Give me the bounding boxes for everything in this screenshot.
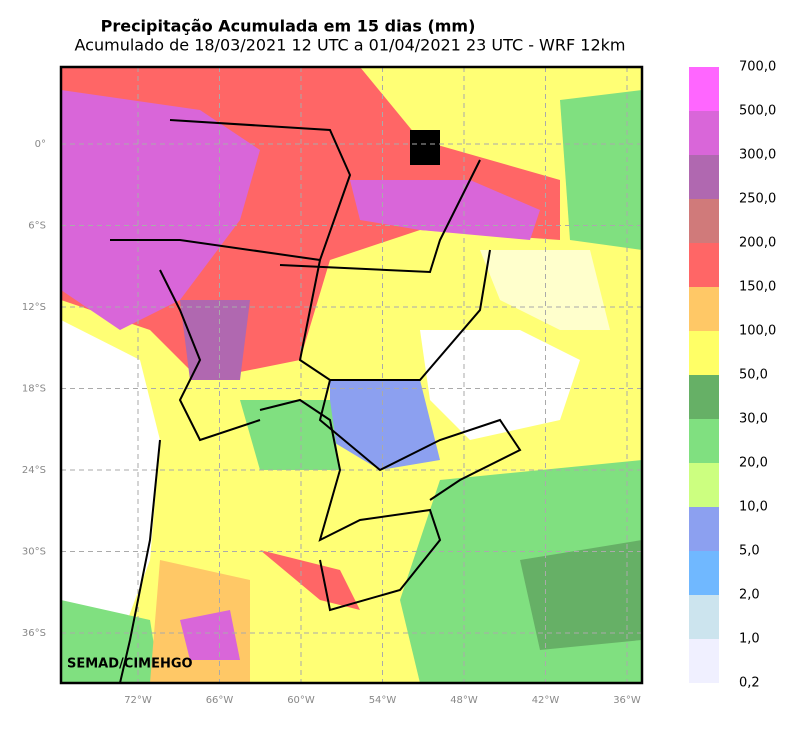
- lon-label: 72°W: [124, 695, 152, 706]
- precip-field: [61, 67, 642, 683]
- credit: SEMAD/CIMEHGO: [67, 657, 193, 672]
- lon-label: 36°W: [613, 695, 641, 706]
- legend-swatch: [689, 243, 719, 287]
- legend-swatch: [689, 507, 719, 551]
- lat-label: 36°S: [22, 628, 46, 639]
- legend-label: 300,0: [739, 148, 776, 163]
- legend-label: 10,0: [739, 500, 768, 515]
- legend-label: 2,0: [739, 588, 760, 603]
- legend-swatch: [689, 639, 719, 683]
- legend-label: 20,0: [739, 456, 768, 471]
- legend-label: 200,0: [739, 236, 776, 251]
- legend-swatch: [689, 155, 719, 199]
- legend-label: 250,0: [739, 192, 776, 207]
- lat-label: 24°S: [22, 465, 46, 476]
- legend-label: 0,2: [739, 676, 760, 691]
- legend-swatch: [689, 331, 719, 375]
- legend-label: 1,0: [739, 632, 760, 647]
- lon-label: 54°W: [369, 695, 397, 706]
- graticule: 0° 6°S 12°S 18°S 24°S 30°S 36°S 72°W 66°W 60°W 54°…: [22, 67, 642, 706]
- lon-label: 42°W: [532, 695, 560, 706]
- legend-swatch: [689, 463, 719, 507]
- map-frame: [59, 65, 644, 685]
- lat-label: 6°S: [28, 221, 46, 232]
- legend-label: 100,0: [739, 324, 776, 339]
- legend-label: 500,0: [739, 104, 776, 119]
- lon-label: 48°W: [450, 695, 478, 706]
- lat-label: 18°S: [22, 384, 46, 395]
- legend-swatch: [689, 67, 719, 111]
- legend-label: 150,0: [739, 280, 776, 295]
- legend-swatch: [689, 111, 719, 155]
- legend: 700,0 500,0 300,0 250,0 200,0 150,0 100,0 50,0 3…: [689, 60, 776, 691]
- legend-label: 700,0: [739, 60, 776, 75]
- lat-label: 0°: [35, 139, 46, 150]
- legend-swatch: [689, 375, 719, 419]
- legend-swatch: [689, 419, 719, 463]
- legend-swatch: [689, 199, 719, 243]
- legend-label: 50,0: [739, 368, 768, 383]
- subtitle: Acumulado de 18/03/2021 12 UTC a 01/04/2…: [75, 36, 626, 55]
- legend-swatch: [689, 551, 719, 595]
- title: Precipitação Acumulada em 15 dias (mm): [101, 17, 476, 36]
- lat-label: 30°S: [22, 547, 46, 558]
- legend-label: 30,0: [739, 412, 768, 427]
- lat-label: 12°S: [22, 302, 46, 313]
- borders: [110, 119, 522, 684]
- legend-label: 5,0: [739, 544, 760, 559]
- lon-label: 66°W: [206, 695, 234, 706]
- lon-label: 60°W: [287, 695, 315, 706]
- legend-swatch: [689, 595, 719, 639]
- legend-swatch: [689, 287, 719, 331]
